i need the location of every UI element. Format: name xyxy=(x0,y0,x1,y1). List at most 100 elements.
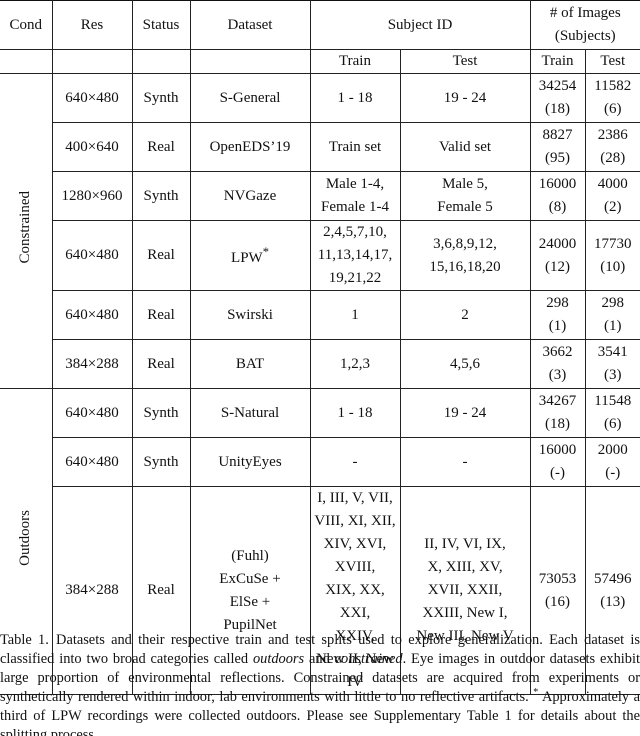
images-line: 34254 xyxy=(538,78,577,94)
images-train-cell: 8827 (95) xyxy=(529,122,586,172)
train-line: 19,21,22 xyxy=(328,270,382,286)
header-cell: Dataset xyxy=(189,0,311,50)
train-line: Female 1-4 xyxy=(321,199,389,215)
train-line: 1 - 18 xyxy=(337,89,373,106)
dataset-line: ElSe + xyxy=(194,591,307,614)
empty-cell xyxy=(189,49,311,74)
images-line: (8) xyxy=(548,199,567,215)
images-line: (3) xyxy=(604,367,622,383)
dataset-line: LPW* xyxy=(194,241,307,270)
train-line: XIV, XVI, XVIII, xyxy=(323,536,387,575)
data-row: 384×288 Real BAT 1,2,3 4,5,6 3662 (3) 3541 (3) xyxy=(0,339,640,389)
dataset-cell: S-Natural xyxy=(189,388,311,438)
train-line: 1 - 18 xyxy=(337,404,373,421)
images-line: (12) xyxy=(545,258,571,275)
group-label: Constrained xyxy=(17,190,34,264)
images-line: 11582 xyxy=(594,78,632,94)
test-line: 19 - 24 xyxy=(443,89,487,106)
dataset-line: ExCuSe + xyxy=(194,568,307,591)
dataset-line: BAT xyxy=(194,353,307,376)
train-line: Train set xyxy=(328,138,382,155)
test-line: New III, New V xyxy=(416,628,514,644)
images-line: 57496 xyxy=(594,570,632,587)
header-cell: Train xyxy=(309,49,401,74)
train-line: XXIV, xyxy=(335,628,375,644)
images-line: 298 xyxy=(601,295,625,311)
test-line: 2 xyxy=(461,306,469,323)
test-line: Male 5, xyxy=(442,176,488,192)
train-line: Male 1-4, xyxy=(325,176,385,192)
images-test-cell: 3541 (3) xyxy=(584,339,640,389)
test-cell: 19 - 24 xyxy=(399,73,531,123)
caption: Table 1. Datasets and their respective t… xyxy=(0,631,640,736)
dataset-name: UnityEyes xyxy=(218,453,282,470)
empty-cell xyxy=(51,49,133,74)
caption-text: . Eye images in outdoor datasets exhibit… xyxy=(0,651,640,705)
test-line: 4,5,6 xyxy=(450,355,480,372)
group-cell: Outdoors xyxy=(0,388,53,695)
res-cell: 384×288 xyxy=(52,339,133,389)
dataset-line: Swirski xyxy=(194,304,307,327)
images-test-cell: 2000 (-) xyxy=(584,437,640,487)
test-cell: II, IV, VI, IX, X, XIII, XV, XVII, XXII, XX… xyxy=(399,486,531,695)
images-line: (3) xyxy=(548,367,567,383)
status-cell: Synth xyxy=(131,171,191,221)
images-train-cell: 34254 (18) xyxy=(529,73,586,123)
data-table: Cond Res Status Dataset Subject ID # of Image… xyxy=(0,0,640,695)
images-line: 16000 xyxy=(538,176,577,192)
header-cell: Train xyxy=(529,49,586,74)
images-line: (13) xyxy=(600,593,626,610)
data-row: 640×480 Real LPW* 2,4,5,7,10, 11,13,14,17, 19… xyxy=(0,220,640,291)
data-row: Constrained 640×480 Synth S-General 1 - 18 19… xyxy=(0,73,640,389)
dataset-name: S-Natural xyxy=(220,404,280,421)
res-cell: 640×480 xyxy=(52,437,133,487)
test-line: X, XIII, XV, xyxy=(427,559,503,575)
res-cell: 640×480 xyxy=(52,290,133,340)
status-cell: Synth xyxy=(131,437,191,487)
empty-cell xyxy=(131,49,191,74)
dataset-line: PupilNet xyxy=(194,614,307,637)
dataset-name: PupilNet xyxy=(223,616,277,633)
dataset-name: S-General xyxy=(219,89,281,106)
header-cell: Test xyxy=(584,49,640,74)
images-train-cell: 34267 (18) xyxy=(529,388,586,438)
test-line: 15,16,18,20 xyxy=(429,258,501,275)
train-cell: - xyxy=(309,437,401,487)
images-line: 34267 xyxy=(538,393,577,409)
images-line: 17730 xyxy=(594,235,632,252)
status-cell: Synth xyxy=(131,73,191,123)
images-line: (95) xyxy=(545,150,571,166)
dataset-cell: UnityEyes xyxy=(189,437,311,487)
data-row: 1280×960 Synth NVGaze Male 1-4, Female 1-4 Ma… xyxy=(0,171,640,221)
dataset-name: Swirski xyxy=(227,306,273,323)
images-line: 11548 xyxy=(594,393,632,409)
header-cell: Test xyxy=(399,49,531,74)
images-line: (-) xyxy=(550,465,566,481)
dataset-cell: NVGaze xyxy=(189,171,311,221)
images-train-cell: 24000 (12) xyxy=(529,220,586,291)
res-cell: 640×480 xyxy=(51,73,133,123)
status-cell: Real xyxy=(131,290,191,340)
group-cell: Constrained xyxy=(0,73,53,389)
images-test-cell: 4000 (2) xyxy=(584,171,640,221)
images-train-cell: 298 (1) xyxy=(529,290,586,340)
train-cell: 1 xyxy=(309,290,401,340)
status-cell: Real xyxy=(131,339,191,389)
header-row: Cond Res Status Dataset Subject ID # of Image… xyxy=(0,0,640,50)
images-train-cell: 16000 (-) xyxy=(529,437,586,487)
dataset-name: BAT xyxy=(235,355,265,372)
footnote-mark: * xyxy=(262,245,269,259)
images-line: 2386 xyxy=(597,127,628,143)
header-row: Train Test Train Test xyxy=(0,49,640,74)
dataset-line: UnityEyes xyxy=(194,451,307,474)
train-line: 1,2,3 xyxy=(340,355,370,372)
dataset-line: NVGaze xyxy=(194,185,307,208)
test-cell: Valid set xyxy=(399,122,531,172)
train-line: I, III, V, VII, xyxy=(317,490,393,506)
caption-text: and xyxy=(304,651,335,667)
train-line: 1 xyxy=(351,306,359,323)
caption-text: * xyxy=(533,687,539,699)
images-line: (6) xyxy=(604,416,622,432)
train-cell: Male 1-4, Female 1-4 xyxy=(309,171,401,221)
train-line: VIII, XI, XII, xyxy=(314,513,396,529)
